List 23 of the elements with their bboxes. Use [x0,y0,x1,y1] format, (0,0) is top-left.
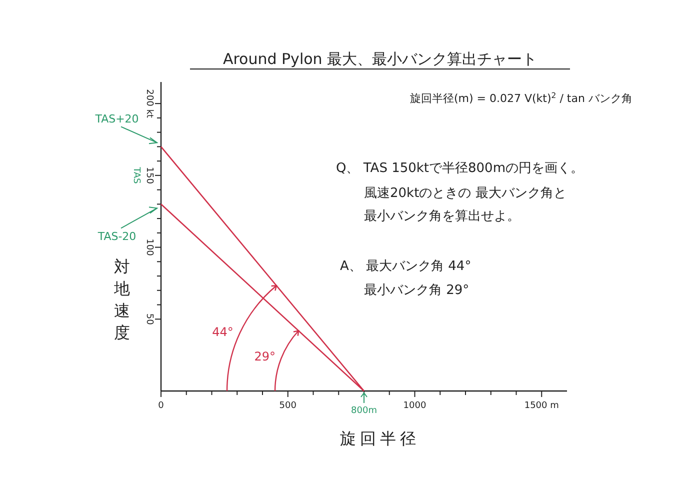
x-tick-label: 1500 m [524,401,559,411]
annotation: 最小バンク角 29° [364,283,470,298]
y-axis-title: 対地速度 [113,257,130,342]
text: TAS [131,166,141,184]
annotation: TAS-20 [96,230,136,244]
y-tick-label: 100 [144,238,154,256]
text: 800m [351,406,377,416]
y-tick-label: 50 [144,313,154,326]
annotation: Q、 TAS 150ktで半径800mの円を画く。 [336,161,584,176]
annotation: 風速20ktのときの 最大バンク角と [364,186,566,201]
annotation: 旋回半径(m) = 0.027 V(kt)$^{2}$ / tan バンク角 [410,90,632,105]
annotation: 29° [254,350,276,364]
annotation: A、 最大バンク角 44° [340,259,472,274]
annotation: 44° [212,325,234,340]
annotation: 最小バンク角を算出せよ。 [364,209,520,224]
x-tick-label: 0 [158,401,164,411]
chart-title: Around Pylon 最大、最小バンク算出チャート [222,50,538,68]
annotation: TAS+20 [94,112,139,126]
x-tick-label: 1000 [403,401,426,411]
x-axis-title: 旋回半径 [340,429,420,448]
x-tick-label: 500 [279,401,297,411]
y-tick-label: 150 [144,166,154,184]
y-tick-label: 200 kt [144,89,154,118]
